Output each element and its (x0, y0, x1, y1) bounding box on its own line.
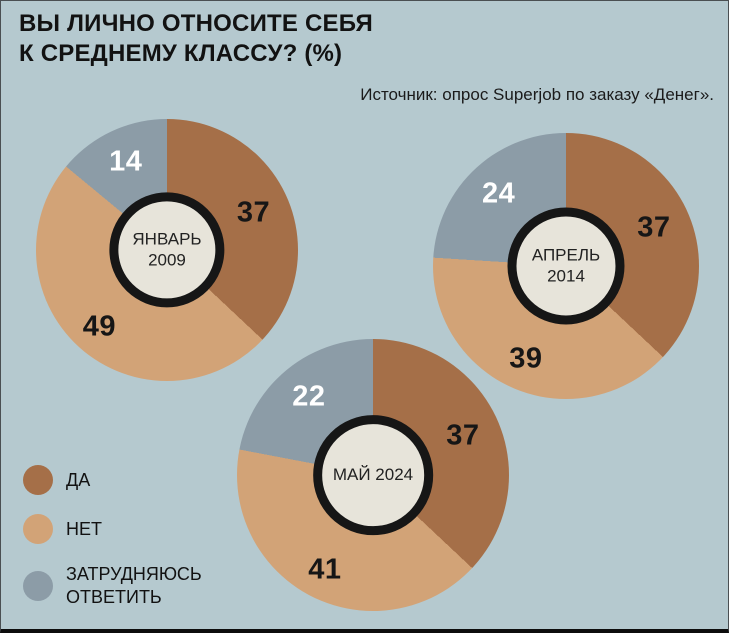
legend-swatch-yes (23, 465, 53, 495)
legend-label-yes: ДА (66, 469, 91, 490)
slice-value-yes: 37 (236, 196, 271, 229)
legend-label-unsure: ЗАТРУДНЯЮСЬ ОТВЕТИТЬ (66, 564, 202, 607)
legend-label-no: НЕТ (66, 518, 102, 539)
slice-value-yes: 37 (446, 419, 480, 452)
legend-item-yes: ДА (23, 465, 201, 495)
donut-period-label: МАЙ 2024 (332, 464, 414, 484)
slice-value-no: 39 (509, 342, 543, 375)
slice-value-yes: 37 (637, 211, 671, 244)
donut-period-label: ЯНВАРЬ 2009 (132, 229, 202, 269)
donut-chart-january-2009: ЯНВАРЬ 2009 37 49 14 (36, 119, 298, 381)
donut-chart-april-2014: АПРЕЛЬ 2014 37 39 24 (433, 133, 699, 399)
donut-center-april-2014: АПРЕЛЬ 2014 (507, 207, 625, 325)
donut-center-may-2024: МАЙ 2024 (313, 415, 433, 535)
slice-value-unsure: 14 (109, 145, 143, 178)
donut-center-january-2009: ЯНВАРЬ 2009 (109, 192, 225, 308)
legend: ДА НЕТ ЗАТРУДНЯЮСЬ ОТВЕТИТЬ (23, 465, 202, 608)
legend-item-unsure: ЗАТРУДНЯЮСЬ ОТВЕТИТЬ (23, 563, 202, 608)
legend-swatch-unsure (23, 570, 53, 601)
page-title: ВЫ ЛИЧНО ОТНОСИТЕ СЕБЯ К СРЕДНЕМУ КЛАССУ… (19, 10, 374, 67)
donut-chart-may-2024: МАЙ 2024 37 41 22 (237, 339, 509, 611)
slice-value-no: 41 (308, 553, 342, 586)
slice-value-no: 49 (82, 310, 117, 343)
source-note: Источник: опрос Superjob по заказу «Дене… (360, 85, 714, 104)
slice-value-unsure: 22 (292, 380, 326, 413)
slice-value-unsure: 24 (481, 177, 516, 210)
legend-item-no: НЕТ (23, 514, 201, 544)
legend-swatch-no (23, 514, 53, 544)
donut-period-label: АПРЕЛЬ 2014 (531, 245, 601, 285)
